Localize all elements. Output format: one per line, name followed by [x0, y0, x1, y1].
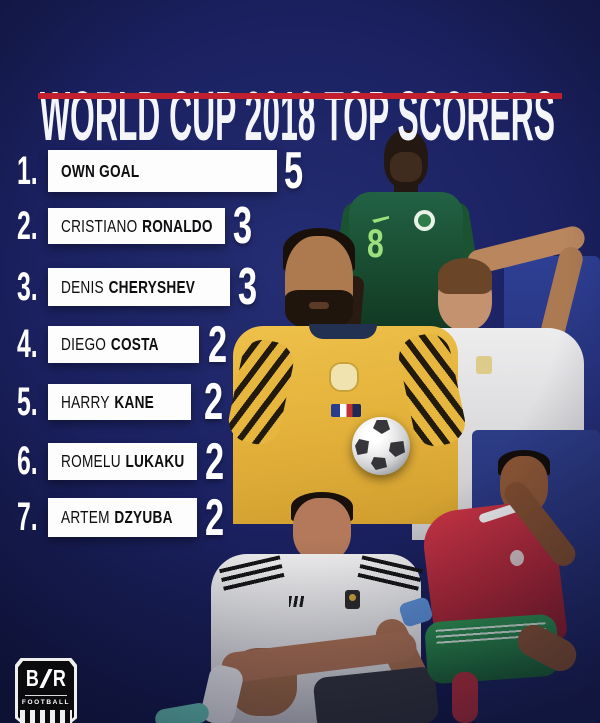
goal-count: 2: [204, 373, 224, 431]
shield-divider: [25, 695, 67, 696]
player-name: OWN GOAL: [61, 161, 139, 182]
scorer-row-6: 6. ROMELU LUKAKU 2: [0, 433, 600, 491]
br-monogram-r: R: [52, 665, 66, 691]
player-name: HARRY KANE: [61, 392, 154, 413]
scorer-row-1: 1. OWN GOAL 5: [0, 142, 600, 200]
rank-number: 6.: [17, 439, 38, 483]
rank-number: 5.: [17, 379, 38, 424]
title-underline: [38, 93, 562, 99]
player-last-name: DZYUBA: [114, 507, 173, 527]
player-last-name: OWN GOAL: [61, 160, 140, 181]
br-monogram: B R: [15, 667, 77, 690]
scorer-row-5: 5. HARRY KANE 2: [0, 373, 600, 431]
player-name: ROMELU LUKAKU: [61, 451, 185, 472]
br-football-logo: B R FOOTBALL: [15, 658, 77, 723]
player-name-box: ROMELU LUKAKU: [48, 443, 197, 480]
rank-number: 7.: [17, 495, 38, 539]
scorer-row-7: 7. ARTEM DZYUBA 2: [0, 489, 600, 547]
player-name-box: ARTEM DZYUBA: [48, 498, 197, 537]
player-name: DENIS CHERYSHEV: [61, 277, 195, 298]
player-name: CRISTIANO RONALDO: [61, 216, 213, 237]
scorer-row-3: 3. DENIS CHERYSHEV 3: [0, 258, 600, 316]
player-last-name: CHERYSHEV: [108, 276, 196, 297]
goal-count: 2: [205, 488, 225, 547]
player-first-name: CRISTIANO: [61, 215, 138, 236]
adidas-logo-icon: [289, 596, 305, 607]
player-name-box: DENIS CHERYSHEV: [48, 268, 230, 306]
scorer-row-4: 4. DIEGO COSTA 2: [0, 316, 600, 374]
player-name-box: OWN GOAL: [48, 150, 277, 192]
egypt-player-shoe: [153, 701, 211, 723]
goal-count: 5: [284, 142, 304, 200]
player-name-box: DIEGO COSTA: [48, 326, 199, 363]
br-wordmark: FOOTBALL: [21, 699, 71, 706]
goal-count: 3: [238, 258, 258, 316]
egypt-crest-eagle: [349, 594, 356, 601]
shield-stripes: [20, 710, 72, 723]
player-last-name: RONALDO: [142, 215, 213, 236]
br-slash-icon: [39, 669, 53, 688]
rank-number: 2.: [17, 203, 38, 248]
scorer-row-2: 2. CRISTIANO RONALDO 3: [0, 197, 600, 255]
player-name-box: CRISTIANO RONALDO: [48, 208, 225, 244]
player-last-name: KANE: [114, 391, 155, 412]
player-last-name: LUKAKU: [125, 451, 185, 471]
rank-number: 3.: [17, 264, 38, 309]
sleeve-badge-icon: [510, 550, 524, 566]
player-first-name: DIEGO: [61, 334, 107, 354]
br-monogram-b: B: [26, 665, 40, 691]
player-first-name: HARRY: [61, 391, 110, 412]
player-name-box: HARRY KANE: [48, 384, 191, 420]
rank-number: 1.: [17, 148, 38, 193]
rank-number: 4.: [17, 322, 38, 366]
player-first-name: ROMELU: [61, 451, 121, 471]
player-first-name: ARTEM: [61, 507, 110, 527]
goal-count: 2: [208, 315, 228, 374]
player-name: ARTEM DZYUBA: [61, 507, 173, 528]
player-last-name: COSTA: [110, 334, 159, 354]
player-first-name: DENIS: [61, 276, 104, 297]
morocco-player-sock: [452, 672, 478, 723]
player-name: DIEGO COSTA: [61, 334, 159, 355]
goal-count: 2: [205, 432, 225, 491]
goal-count: 3: [233, 197, 253, 255]
ball-patch: [373, 420, 390, 434]
